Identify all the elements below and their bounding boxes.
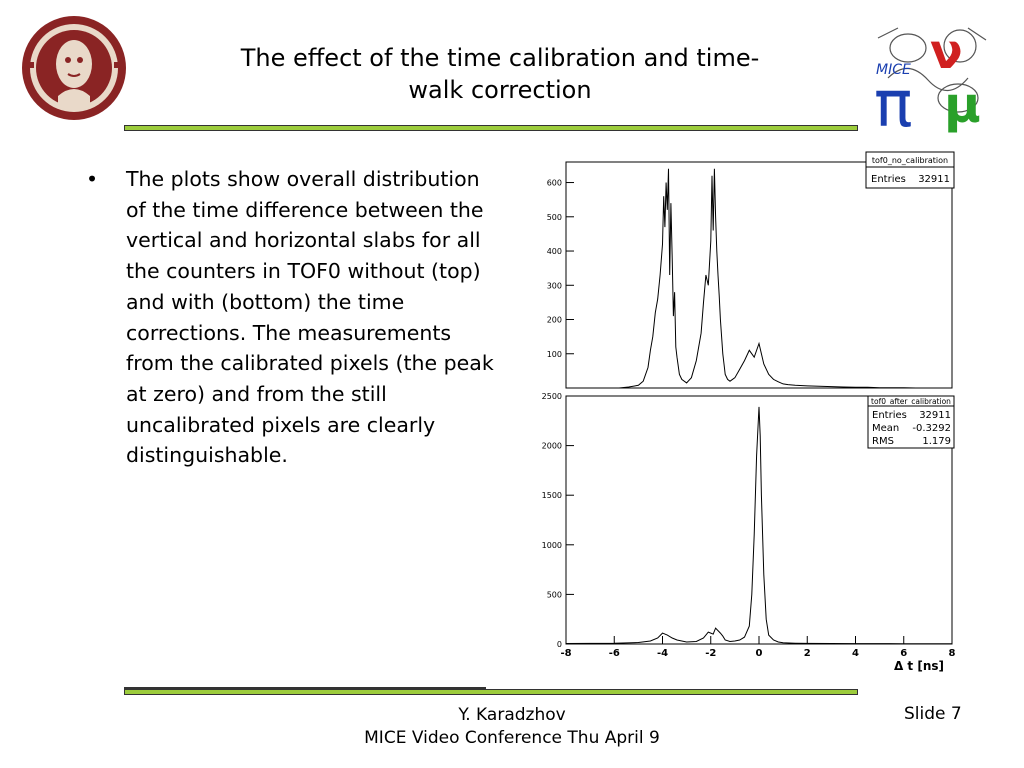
bottom-y-axis: 0 500 1000 1500 2000 2500	[542, 392, 574, 649]
slide-title: The effect of the time calibration and t…	[180, 42, 820, 106]
stats-title: tof0_no_calibration	[872, 156, 948, 165]
x-tick-label: -6	[609, 648, 620, 659]
mu-glyph: μ	[944, 76, 981, 134]
x-tick-label: 0	[756, 648, 763, 659]
y-tick-label: 500	[547, 213, 562, 222]
bottom-x-axis: -8 -6 -4 -2 0 2 4 6 8	[560, 636, 956, 659]
y-tick-label: 400	[547, 247, 562, 256]
top-plot-frame	[565, 161, 953, 389]
footer-author: Y. Karadzhov	[458, 705, 566, 725]
x-tick-label: 8	[949, 648, 956, 659]
bottom-divider	[124, 689, 858, 695]
x-tick-label: 2	[804, 648, 811, 659]
stats-value: 1.179	[922, 436, 951, 447]
y-tick-label: 200	[547, 316, 562, 325]
bullet-marker: •	[86, 167, 99, 191]
pi-glyph: π	[874, 68, 913, 134]
footer-event: MICE Video Conference Thu April 9	[364, 728, 660, 748]
histogram-no-calibration	[566, 168, 952, 389]
y-tick-label: 500	[547, 590, 562, 599]
x-tick-label: -8	[560, 648, 571, 659]
stats-value: 32911	[918, 174, 950, 185]
top-y-axis: 100 200 300 400 500 600	[547, 179, 574, 359]
y-tick-label: 300	[547, 281, 562, 290]
x-tick-label: 4	[852, 648, 859, 659]
slide-title-line1: The effect of the time calibration and t…	[240, 44, 760, 72]
y-tick-label: 100	[547, 350, 562, 359]
mice-logo-text: MICE	[876, 62, 911, 78]
bullet-text: The plots show overall distribution of t…	[126, 167, 494, 468]
stats-label: Mean	[872, 423, 899, 434]
bottom-divider-shadow	[124, 687, 486, 689]
stats-label: Entries	[872, 410, 907, 421]
top-divider	[124, 125, 858, 131]
y-tick-label: 1000	[542, 541, 562, 550]
stats-value: -0.3292	[912, 423, 951, 434]
mice-logo-icon: MICE π ν μ	[874, 24, 987, 134]
x-axis-label: Δ t [ns]	[894, 659, 944, 673]
stats-title: tof0_after_calibration	[871, 397, 951, 406]
nu-glyph: ν	[930, 24, 963, 80]
university-seal-icon	[22, 16, 126, 120]
y-tick-label: 600	[547, 179, 562, 188]
y-tick-label: 0	[557, 640, 562, 649]
stats-value: 32911	[919, 410, 951, 421]
y-tick-label: 2000	[542, 442, 562, 451]
stats-box-no-calibration: tof0_no_calibration Entries 32911	[865, 151, 955, 189]
x-tick-label: -4	[657, 648, 668, 659]
slide-number: Slide 7	[904, 704, 962, 724]
x-tick-label: 6	[900, 648, 907, 659]
stats-box-after-calibration: tof0_after_calibration Entries 32911 Mea…	[867, 395, 955, 449]
histogram-after-calibration	[565, 406, 953, 645]
stats-label: RMS	[872, 436, 894, 447]
footer: Y. Karadzhov MICE Video Conference Thu A…	[300, 704, 724, 750]
y-tick-label: 2500	[542, 392, 562, 401]
y-tick-label: 1500	[542, 491, 562, 500]
stats-label: Entries	[871, 174, 906, 185]
x-tick-label: -2	[705, 648, 716, 659]
slide-title-line2: walk correction	[408, 76, 592, 104]
